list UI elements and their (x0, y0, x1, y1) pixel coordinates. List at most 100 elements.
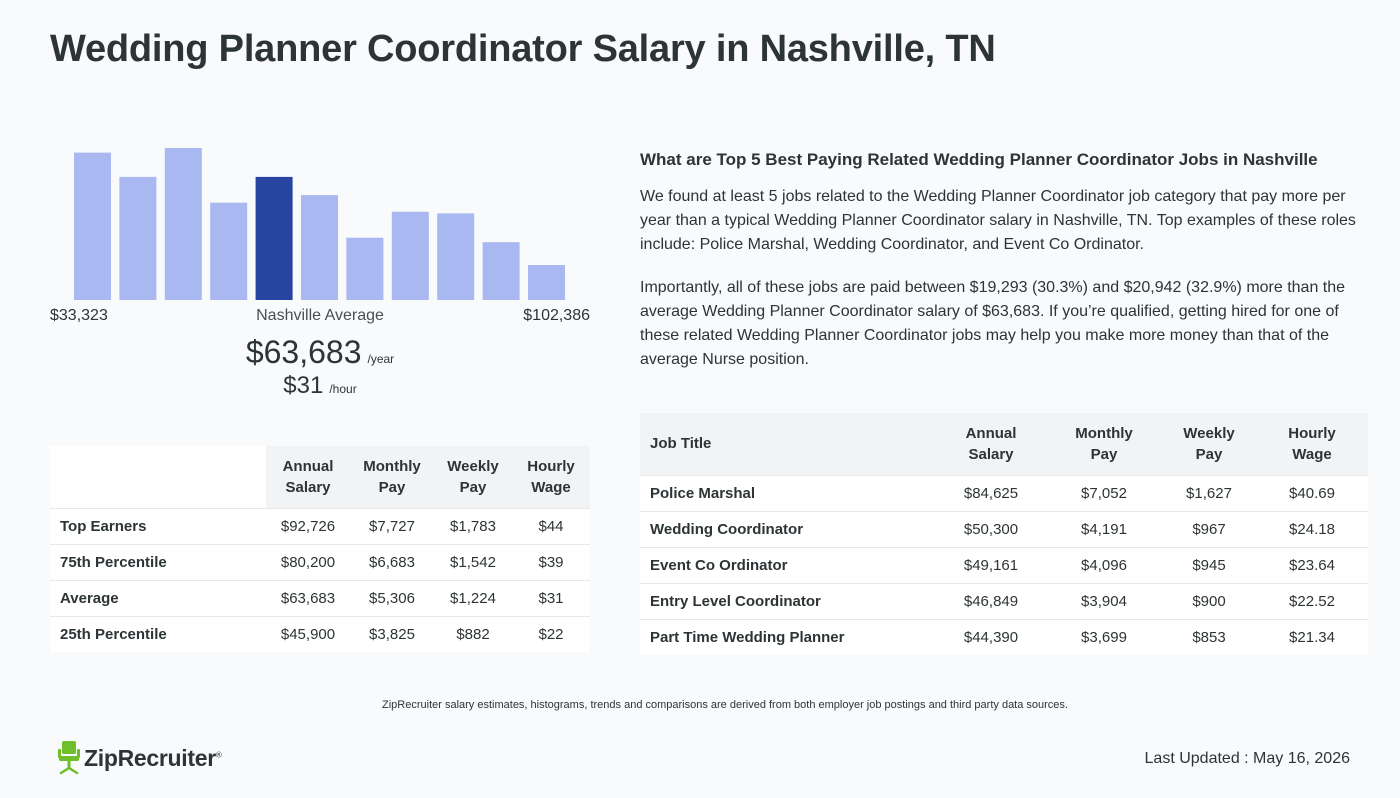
percentile-header-monthly: Monthly Pay (350, 446, 434, 508)
histogram-bar (482, 242, 520, 300)
cell-hourly: $44 (512, 507, 590, 544)
related-jobs-table: Job Title Annual Salary Monthly Pay Weekly… (640, 413, 1368, 655)
related-jobs-heading: What are Top 5 Best Paying Related Weddi… (640, 150, 1318, 169)
percentile-header-annual: Annual Salary (266, 446, 350, 508)
cell-annual: $45,900 (266, 615, 350, 652)
header-line: Hourly (1288, 424, 1336, 442)
cell-monthly: $7,052 (1046, 474, 1162, 511)
table-row: Wedding Coordinator $50,300 $4,191 $967 … (640, 510, 1368, 547)
cell-weekly: $1,627 (1162, 474, 1256, 511)
header-line: Weekly (447, 457, 499, 475)
average-hourly-unit: /hour (329, 382, 357, 396)
histogram-max-label: $102,386 (523, 307, 590, 324)
cell-monthly: $3,904 (1046, 582, 1162, 619)
cell-annual: $84,625 (936, 474, 1046, 511)
cell-annual: $63,683 (266, 579, 350, 616)
cell-hourly: $22 (512, 615, 590, 652)
job-title-cell: Entry Level Coordinator (640, 582, 936, 619)
cell-weekly: $900 (1162, 582, 1256, 619)
cell-hourly: $40.69 (1256, 474, 1368, 511)
data-source-disclaimer: ZipRecruiter salary estimates, histogram… (382, 699, 1068, 711)
header-line: Annual (282, 457, 334, 475)
cell-hourly: $22.52 (1256, 582, 1368, 619)
header-line: Pay (1195, 445, 1223, 463)
header-line: Weekly (1183, 424, 1235, 442)
average-salary-block: $63,683/year $31/hour (50, 336, 590, 404)
jobs-header-monthly: Monthly Pay (1046, 413, 1162, 475)
job-title-cell: Wedding Coordinator (640, 510, 936, 547)
table-row: Event Co Ordinator $49,161 $4,096 $945 $… (640, 546, 1368, 583)
ziprecruiter-logo[interactable]: ZipRecruiter® (58, 740, 222, 776)
percentile-header-weekly: Weekly Pay (434, 446, 512, 508)
header-line: Pay (1090, 445, 1118, 463)
jobs-header-annual: Annual Salary (936, 413, 1046, 475)
logo-registered-mark: ® (215, 749, 222, 759)
percentile-header-blank (50, 446, 266, 508)
table-row: Police Marshal $84,625 $7,052 $1,627 $40… (640, 474, 1368, 511)
table-row: Average $63,683 $5,306 $1,224 $31 (50, 579, 590, 616)
logo-wordmark: ZipRecruiter® (84, 744, 222, 772)
job-title-cell: Event Co Ordinator (640, 546, 936, 583)
cell-annual: $92,726 (266, 507, 350, 544)
header-line: Monthly (1075, 424, 1133, 442)
average-annual: $63,683/year (50, 336, 590, 368)
histogram-bar (164, 148, 202, 300)
header-line: Pay (459, 478, 487, 496)
logo-text: ZipRecruiter (84, 744, 216, 771)
histogram-bar (391, 211, 429, 300)
histogram-bar (346, 237, 384, 300)
percentile-table: Annual Salary Monthly Pay Weekly Pay Hourly… (50, 446, 590, 652)
histogram-bars (74, 148, 565, 300)
average-annual-amount: $63,683 (245, 334, 362, 370)
cell-annual: $50,300 (936, 510, 1046, 547)
related-jobs-paragraph-2: Importantly, all of these jobs are paid … (640, 279, 1346, 368)
cell-weekly: $967 (1162, 510, 1256, 547)
cell-hourly: $21.34 (1256, 618, 1368, 655)
percentile-header-hourly: Hourly Wage (512, 446, 590, 508)
cell-weekly: $882 (434, 615, 512, 652)
related-jobs-paragraph-1: We found at least 5 jobs related to the … (640, 188, 1356, 253)
cell-hourly: $39 (512, 543, 590, 580)
cell-monthly: $4,191 (1046, 510, 1162, 547)
average-annual-unit: /year (367, 352, 395, 366)
row-label: 75th Percentile (50, 543, 266, 580)
row-label: 25th Percentile (50, 615, 266, 652)
header-line: Salary (285, 478, 331, 496)
cell-annual: $46,849 (936, 582, 1046, 619)
histogram-min-label: $33,323 (50, 307, 108, 324)
salary-histogram (50, 140, 590, 300)
histogram-bar (74, 152, 111, 300)
page-title: Wedding Planner Coordinator Salary in Na… (50, 28, 996, 70)
cell-weekly: $1,783 (434, 507, 512, 544)
header-line: Salary (968, 445, 1014, 463)
table-row: Top Earners $92,726 $7,727 $1,783 $44 (50, 507, 590, 544)
cell-monthly: $3,825 (350, 615, 434, 652)
table-row: Entry Level Coordinator $46,849 $3,904 $… (640, 582, 1368, 619)
average-hourly: $31/hour (50, 374, 590, 398)
cell-weekly: $1,542 (434, 543, 512, 580)
cell-hourly: $31 (512, 579, 590, 616)
jobs-header-weekly: Weekly Pay (1162, 413, 1256, 475)
cell-annual: $49,161 (936, 546, 1046, 583)
average-hourly-amount: $31 (283, 372, 324, 399)
header-line: Pay (378, 478, 406, 496)
cell-weekly: $1,224 (434, 579, 512, 616)
percentile-table-header: Annual Salary Monthly Pay Weekly Pay Hourly… (50, 446, 590, 508)
header-line: Annual (965, 424, 1017, 442)
histogram-bar (119, 176, 157, 300)
histogram-labels: $33,323 Nashville Average $102,386 (50, 307, 590, 327)
cell-weekly: $945 (1162, 546, 1256, 583)
histogram-bar (528, 265, 565, 300)
table-row: 75th Percentile $80,200 $6,683 $1,542 $3… (50, 543, 590, 580)
row-label: Average (50, 579, 266, 616)
table-row: Part Time Wedding Planner $44,390 $3,699… (640, 618, 1368, 655)
jobs-table-header: Job Title Annual Salary Monthly Pay Weekly… (640, 413, 1368, 475)
job-title-cell: Part Time Wedding Planner (640, 618, 936, 655)
cell-monthly: $5,306 (350, 579, 434, 616)
table-row: 25th Percentile $45,900 $3,825 $882 $22 (50, 615, 590, 652)
ziprecruiter-chair-icon (58, 741, 80, 775)
cell-hourly: $24.18 (1256, 510, 1368, 547)
histogram-center-label: Nashville Average (256, 307, 384, 324)
cell-weekly: $853 (1162, 618, 1256, 655)
cell-monthly: $6,683 (350, 543, 434, 580)
